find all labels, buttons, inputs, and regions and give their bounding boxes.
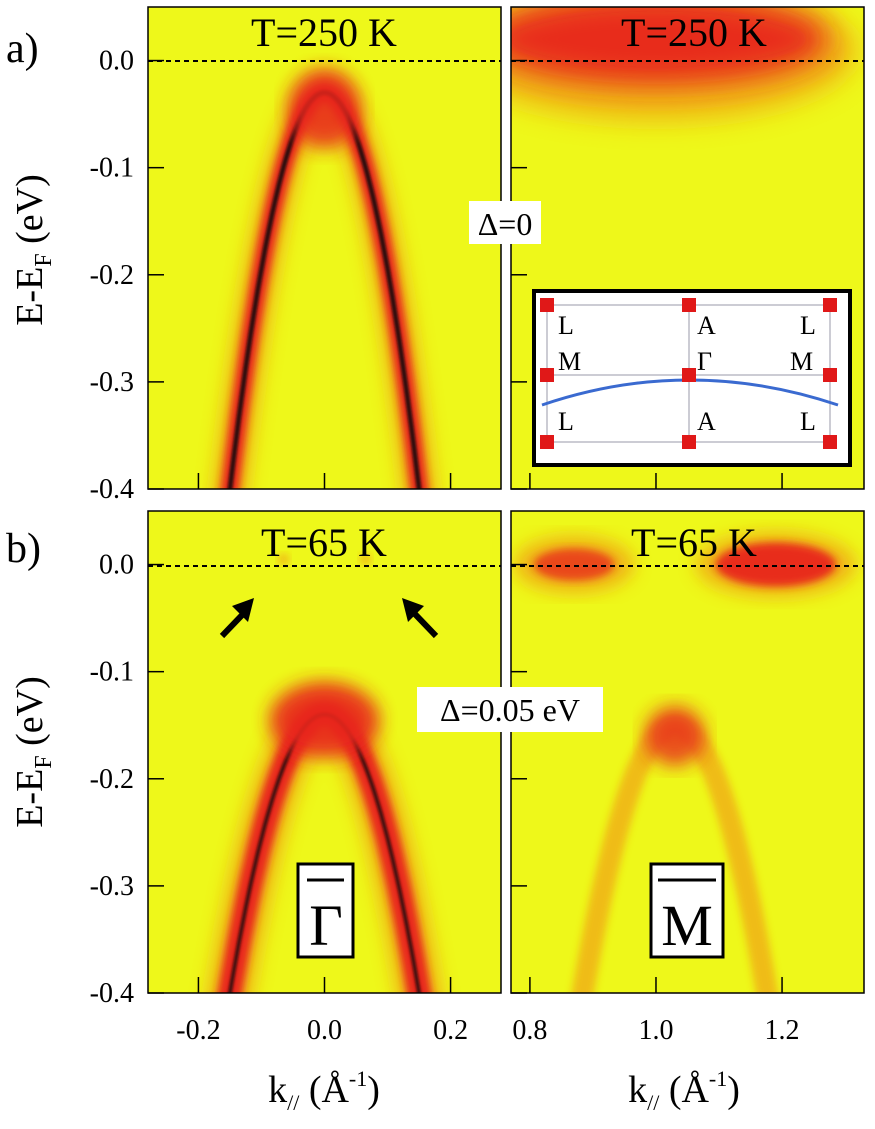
inset-k-point: [540, 298, 554, 312]
x-tick-label: 1.0: [638, 1015, 673, 1046]
y-tick-label: 0.0: [99, 46, 134, 77]
panel-b-right-title: T=65 K: [631, 520, 757, 565]
inset-k-point: [682, 298, 696, 312]
inset-label-A-t: A: [697, 311, 716, 340]
panel-a-right-frame: [510, 6, 865, 490]
inset-k-point: [682, 435, 696, 449]
inset-label-M-r: M: [790, 347, 813, 376]
panel-b-label: b): [6, 526, 41, 572]
inset-label-L-bl: L: [558, 407, 574, 436]
x-tick-label: 1.2: [765, 1015, 800, 1046]
y-tick-label: -0.4: [90, 474, 134, 505]
y-tick-label: -0.1: [90, 657, 134, 688]
panel-b-left-frame: [147, 510, 502, 994]
band-layer-b-left: [207, 553, 442, 993]
inset-k-point: [823, 368, 837, 382]
arrow-right: [402, 598, 439, 639]
annotation-a: Δ=0: [469, 201, 541, 244]
inset-k-point: [823, 435, 837, 449]
inset-k-point: [682, 368, 696, 382]
gamma-bar-symbol: Γ: [296, 862, 355, 959]
y-tick-label: -0.1: [90, 153, 134, 184]
x-tick-label: 0.8: [512, 1015, 547, 1046]
panel-a-left-title: T=250 K: [251, 10, 397, 55]
y-tick-label: -0.3: [90, 871, 134, 902]
inset-k-point: [540, 435, 554, 449]
inset-label-A-b: A: [697, 407, 716, 436]
y-axis-label-b: E-EF (eV): [9, 676, 57, 828]
inset-label-Gamma: Γ: [697, 347, 712, 376]
svg-text:M: M: [661, 893, 713, 958]
inset-label-L-tl: L: [558, 311, 574, 340]
inset-k-point: [823, 298, 837, 312]
y-tick-label: -0.3: [90, 367, 134, 398]
band-layer-a-right: [511, 7, 856, 120]
axis-ticks: [148, 59, 783, 994]
inset-label-L-tr: L: [800, 311, 816, 340]
brillouin-zone-inset: L A L M Γ M L A L: [532, 289, 852, 467]
panel-b-right-frame: [510, 510, 865, 994]
y-tick-label: -0.4: [90, 978, 134, 1009]
svg-text:Γ: Γ: [309, 893, 343, 958]
band-layer-a-left: [212, 68, 437, 489]
panel-b-left-title: T=65 K: [261, 520, 387, 565]
arrow-left: [219, 598, 254, 639]
x-tick-label: 0.0: [307, 1015, 342, 1046]
x-tick-labels: -0.2 0.0 0.2 0.8 1.0 1.2: [176, 1015, 799, 1046]
x-tick-label: -0.2: [176, 1015, 220, 1046]
annotation-b: Δ=0.05 eV: [417, 687, 603, 732]
panel-a-label: a): [6, 26, 39, 72]
band-layer-b-right: [514, 532, 856, 993]
svg-text:Δ=0: Δ=0: [478, 206, 533, 242]
inset-k-point: [540, 368, 554, 382]
x-axis-label-right: k// (Å-1): [628, 1066, 740, 1115]
y-tick-label: -0.2: [90, 764, 134, 795]
x-axis-label-left: k// (Å-1): [268, 1066, 380, 1115]
panel-a-right-title: T=250 K: [621, 10, 767, 55]
svg-text:Δ=0.05 eV: Δ=0.05 eV: [440, 692, 580, 728]
y-tick-labels: 0.0 -0.1 -0.2 -0.3 -0.4 0.0 -0.1 -0.2 -0.3 -0.4: [90, 46, 134, 1009]
m-bar-symbol: M: [649, 862, 725, 959]
y-axis-label-a: E-EF (eV): [9, 174, 57, 326]
y-tick-label: -0.2: [90, 260, 134, 291]
panel-a-left-frame: [147, 6, 502, 490]
inset-label-M-l: M: [558, 347, 581, 376]
y-tick-label: 0.0: [99, 550, 134, 581]
x-tick-label: 0.2: [433, 1015, 468, 1046]
inset-label-L-br: L: [800, 407, 816, 436]
